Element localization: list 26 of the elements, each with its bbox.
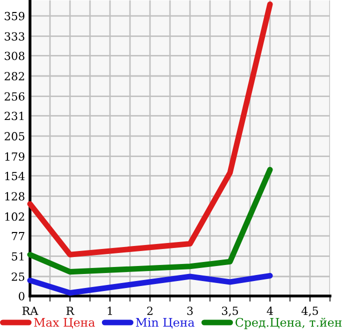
- x-tick-label: 1: [108, 306, 112, 315]
- y-tick-label: 333: [4, 32, 24, 41]
- x-tick-label: 3,5: [222, 306, 238, 316]
- y-tick-label: 179: [5, 152, 24, 161]
- y-tick-label: 205: [4, 132, 24, 140]
- legend-label: Min Цена: [136, 318, 194, 328]
- y-tick-label: 282: [4, 72, 24, 80]
- x-tick-label: 4: [266, 306, 273, 315]
- y-tick-label: 359: [4, 12, 24, 20]
- y-tick-label: 102: [5, 212, 24, 221]
- legend-label: Max Цена: [34, 318, 95, 328]
- y-tick-label: 308: [4, 52, 24, 60]
- y-tick-label: 231: [4, 112, 24, 120]
- y-tick-label: 256: [4, 92, 24, 101]
- x-tick-label: 3: [187, 306, 193, 316]
- y-tick-label: 25: [12, 272, 24, 281]
- x-tick-label: R: [66, 306, 74, 315]
- y-tick-label: 154: [5, 172, 25, 180]
- y-tick-label: 51: [12, 252, 24, 261]
- y-tick-label: 77: [12, 232, 24, 240]
- y-tick-label: 0: [18, 292, 24, 300]
- x-tick-label: 2: [147, 306, 152, 315]
- x-tick-label: RA: [22, 306, 38, 315]
- y-tick-label: 128: [5, 192, 24, 201]
- legend-label: Сред.Цена, т.йен: [236, 318, 342, 330]
- x-tick-label: 4,5: [302, 306, 318, 316]
